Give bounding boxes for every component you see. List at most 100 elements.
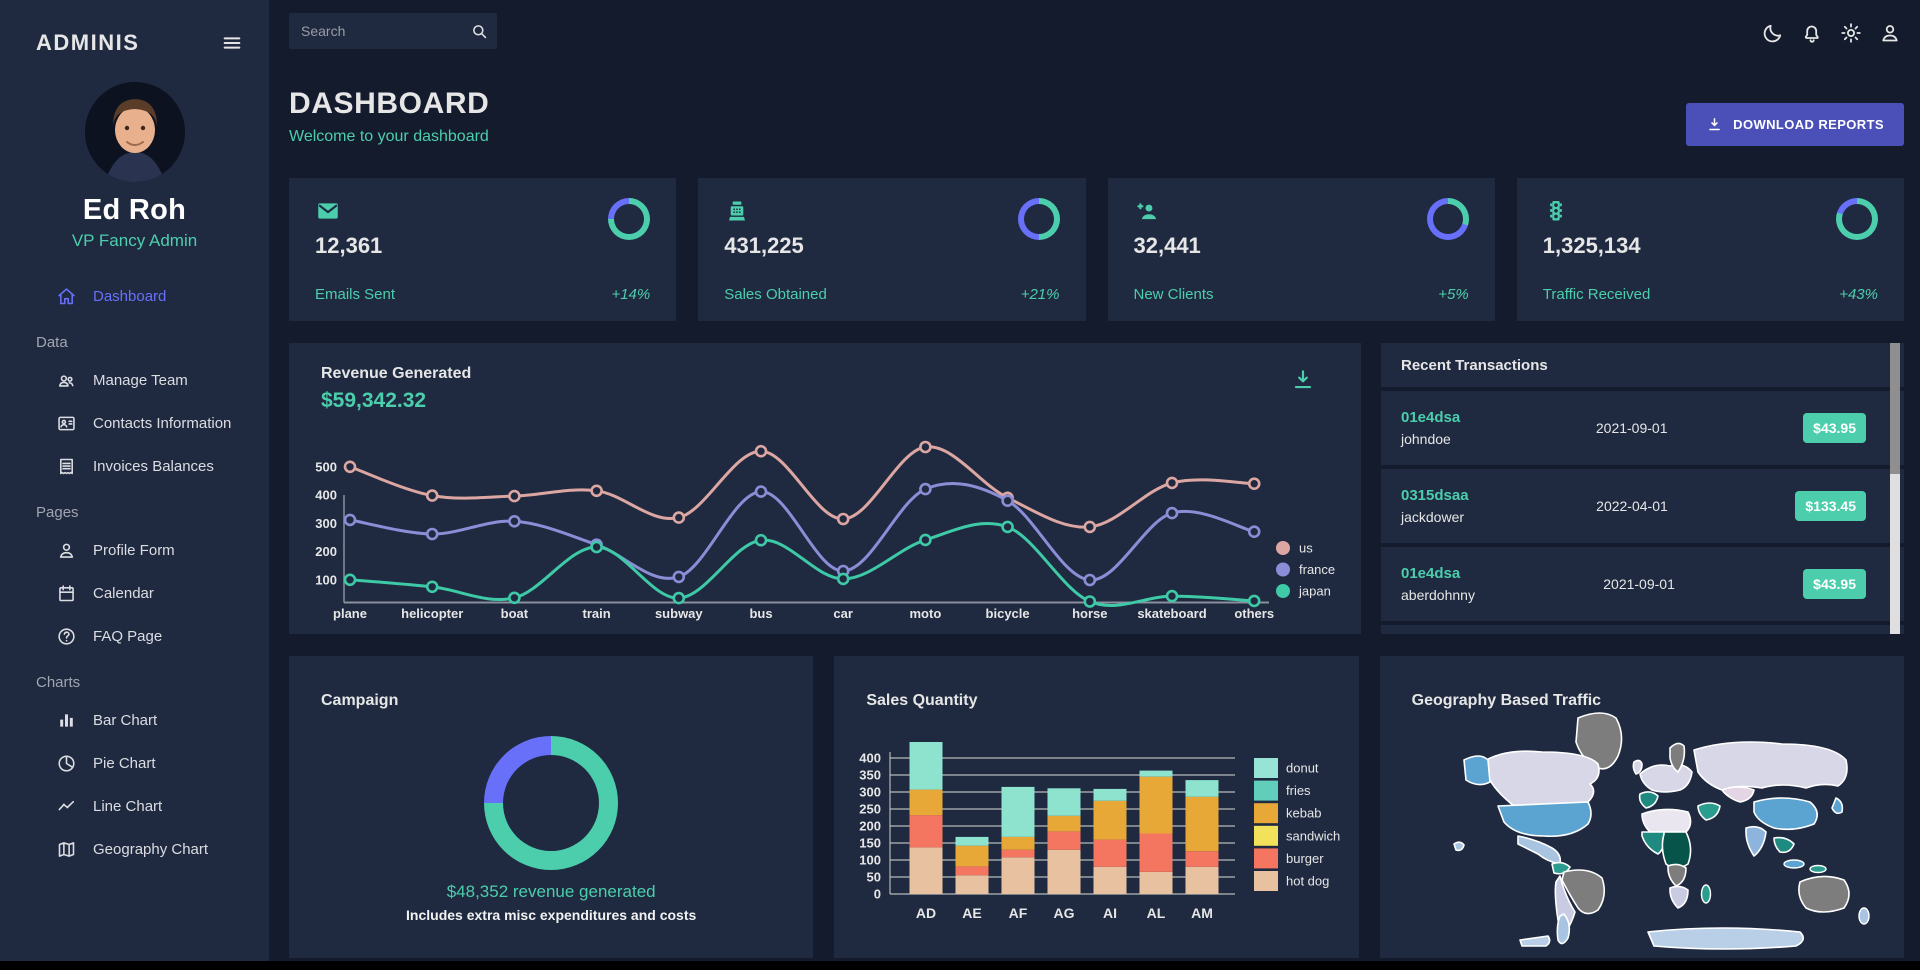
help-icon bbox=[56, 626, 77, 647]
svg-text:AM: AM bbox=[1191, 905, 1213, 921]
progress-circle bbox=[1836, 198, 1878, 240]
gear-icon[interactable] bbox=[1839, 21, 1863, 45]
transaction-user: jackdower bbox=[1401, 509, 1465, 525]
svg-text:AI: AI bbox=[1103, 905, 1117, 921]
campaign-amount: $48,352 revenue generated bbox=[446, 882, 656, 901]
transaction-id: 01e4dsa bbox=[1401, 565, 1461, 582]
sidebar-item-bar-chart[interactable]: Bar Chart bbox=[0, 699, 269, 742]
stat-value: 431,225 bbox=[724, 233, 804, 258]
sidebar-item-pie-chart[interactable]: Pie Chart bbox=[0, 742, 269, 785]
transactions-scrollbar bbox=[1890, 343, 1900, 634]
person-icon[interactable] bbox=[1878, 21, 1902, 45]
sales-title: Sales Quantity bbox=[866, 692, 978, 709]
page-subtitle: Welcome to your dashboard bbox=[289, 128, 489, 145]
geography-title: Geography Based Traffic bbox=[1411, 692, 1602, 709]
sidebar-item-dashboard[interactable]: Dashboard bbox=[0, 275, 269, 318]
download-reports-button[interactable]: DOWNLOAD REPORTS bbox=[1686, 103, 1904, 146]
scrollbar-thumb[interactable] bbox=[1890, 343, 1900, 474]
svg-text:100: 100 bbox=[860, 853, 882, 868]
transaction-row-partial bbox=[1381, 625, 1904, 634]
bell-icon[interactable] bbox=[1800, 21, 1824, 45]
menu-section-label: Data bbox=[36, 334, 68, 351]
transactions-title: Recent Transactions bbox=[1381, 343, 1904, 391]
svg-text:AE: AE bbox=[963, 905, 982, 921]
sidebar-item-contacts-information[interactable]: Contacts Information bbox=[0, 402, 269, 445]
sidebar-item-calendar[interactable]: Calendar bbox=[0, 572, 269, 615]
page-title: DASHBOARD bbox=[289, 87, 490, 120]
transaction-amount-badge: $43.95 bbox=[1803, 413, 1866, 443]
svg-text:hot dog: hot dog bbox=[1286, 874, 1329, 889]
menu-toggle-icon[interactable] bbox=[221, 32, 243, 54]
geography-panel: Geography Based Traffic bbox=[1379, 656, 1904, 958]
svg-text:france: france bbox=[1299, 562, 1335, 577]
calendar-icon bbox=[56, 583, 77, 604]
stat-delta: +43% bbox=[1839, 286, 1878, 303]
traffic-icon bbox=[1543, 198, 1569, 224]
user-avatar[interactable] bbox=[84, 82, 185, 182]
sidebar-item-invoices-balances[interactable]: Invoices Balances bbox=[0, 445, 269, 488]
sidebar-item-faq-page[interactable]: FAQ Page bbox=[0, 615, 269, 658]
topbar bbox=[269, 0, 1920, 49]
transaction-amount-badge: $133.45 bbox=[1795, 491, 1866, 521]
sidebar: ADMINIS Ed Roh VP Fancy Admin Dashboard D… bbox=[0, 0, 269, 961]
svg-text:train: train bbox=[583, 606, 611, 621]
stat-card-traffic-received: 1,325,134 Traffic Received +43% bbox=[1516, 178, 1904, 321]
stat-label: New Clients bbox=[1133, 286, 1214, 303]
svg-text:200: 200 bbox=[860, 819, 882, 834]
sales-panel: Sales Quantity 0 50 100 150 200 250 300 350 400 A… bbox=[834, 656, 1359, 958]
transaction-amount-badge: $43.95 bbox=[1803, 569, 1866, 599]
svg-text:skateboard: skateboard bbox=[1137, 606, 1206, 621]
email-icon bbox=[315, 198, 341, 224]
contacts-icon bbox=[56, 413, 77, 434]
svg-text:AG: AG bbox=[1054, 905, 1075, 921]
svg-text:400: 400 bbox=[315, 488, 337, 503]
svg-text:kebab: kebab bbox=[1286, 806, 1321, 821]
transaction-row: 01e4dsa johndoe 2021-09-01 $43.95 bbox=[1381, 391, 1904, 469]
bar-chart-icon bbox=[56, 710, 77, 731]
user-role: VP Fancy Admin bbox=[71, 231, 198, 250]
page-header: DASHBOARD Welcome to your dashboard DOWN… bbox=[289, 87, 1904, 146]
user-name: Ed Roh bbox=[82, 194, 187, 226]
stat-label: Traffic Received bbox=[1542, 286, 1651, 303]
svg-text:150: 150 bbox=[860, 836, 882, 851]
stat-delta: +14% bbox=[611, 286, 651, 303]
person-icon bbox=[56, 540, 77, 561]
svg-text:bus: bus bbox=[749, 606, 772, 621]
svg-text:AF: AF bbox=[1009, 905, 1028, 921]
bottom-strip bbox=[0, 961, 1920, 970]
sidebar-item-line-chart[interactable]: Line Chart bbox=[0, 785, 269, 828]
moon-icon[interactable] bbox=[1761, 21, 1785, 45]
transaction-row: 01e4dsa aberdohnny 2021-09-01 $43.95 bbox=[1381, 547, 1904, 625]
revenue-download-icon[interactable] bbox=[1289, 367, 1317, 395]
revenue-panel: Revenue Generated $59,342.32 100 200 300 40… bbox=[289, 343, 1361, 634]
pie-chart-icon bbox=[56, 753, 77, 774]
campaign-panel: Campaign $48,352 revenue generated Inclu… bbox=[289, 656, 814, 958]
svg-text:300: 300 bbox=[315, 516, 337, 531]
svg-text:others: others bbox=[1234, 606, 1274, 621]
map-icon bbox=[56, 839, 77, 860]
search-input[interactable] bbox=[289, 23, 461, 39]
geography-map bbox=[1452, 712, 1870, 950]
sidebar-item-geography-chart[interactable]: Geography Chart bbox=[0, 828, 269, 871]
sidebar-item-profile-form[interactable]: Profile Form bbox=[0, 529, 269, 572]
main-area: DASHBOARD Welcome to your dashboard DOWN… bbox=[269, 0, 1920, 961]
home-icon bbox=[56, 286, 77, 307]
svg-text:0: 0 bbox=[874, 887, 881, 902]
search-icon[interactable] bbox=[461, 13, 497, 49]
transaction-id: 01e4dsa bbox=[1401, 409, 1461, 426]
stat-delta: +21% bbox=[1020, 286, 1060, 303]
svg-text:fries: fries bbox=[1286, 783, 1311, 798]
stat-cards-row: 12,361 Emails Sent +14% 431,225 Sales Ob… bbox=[289, 178, 1904, 321]
sidebar-item-manage-team[interactable]: Manage Team bbox=[0, 359, 269, 402]
svg-text:400: 400 bbox=[860, 751, 882, 766]
stat-card-emails-sent: 12,361 Emails Sent +14% bbox=[289, 178, 677, 321]
stat-value: 1,325,134 bbox=[1542, 233, 1641, 258]
transactions-panel: Recent Transactions 01e4dsa johndoe 2021… bbox=[1381, 343, 1904, 634]
person-add-icon bbox=[1134, 198, 1160, 224]
svg-text:us: us bbox=[1299, 541, 1313, 556]
svg-text:donut: donut bbox=[1286, 761, 1319, 776]
svg-text:japan: japan bbox=[1298, 584, 1331, 599]
campaign-title: Campaign bbox=[321, 692, 399, 709]
svg-text:moto: moto bbox=[910, 606, 942, 621]
